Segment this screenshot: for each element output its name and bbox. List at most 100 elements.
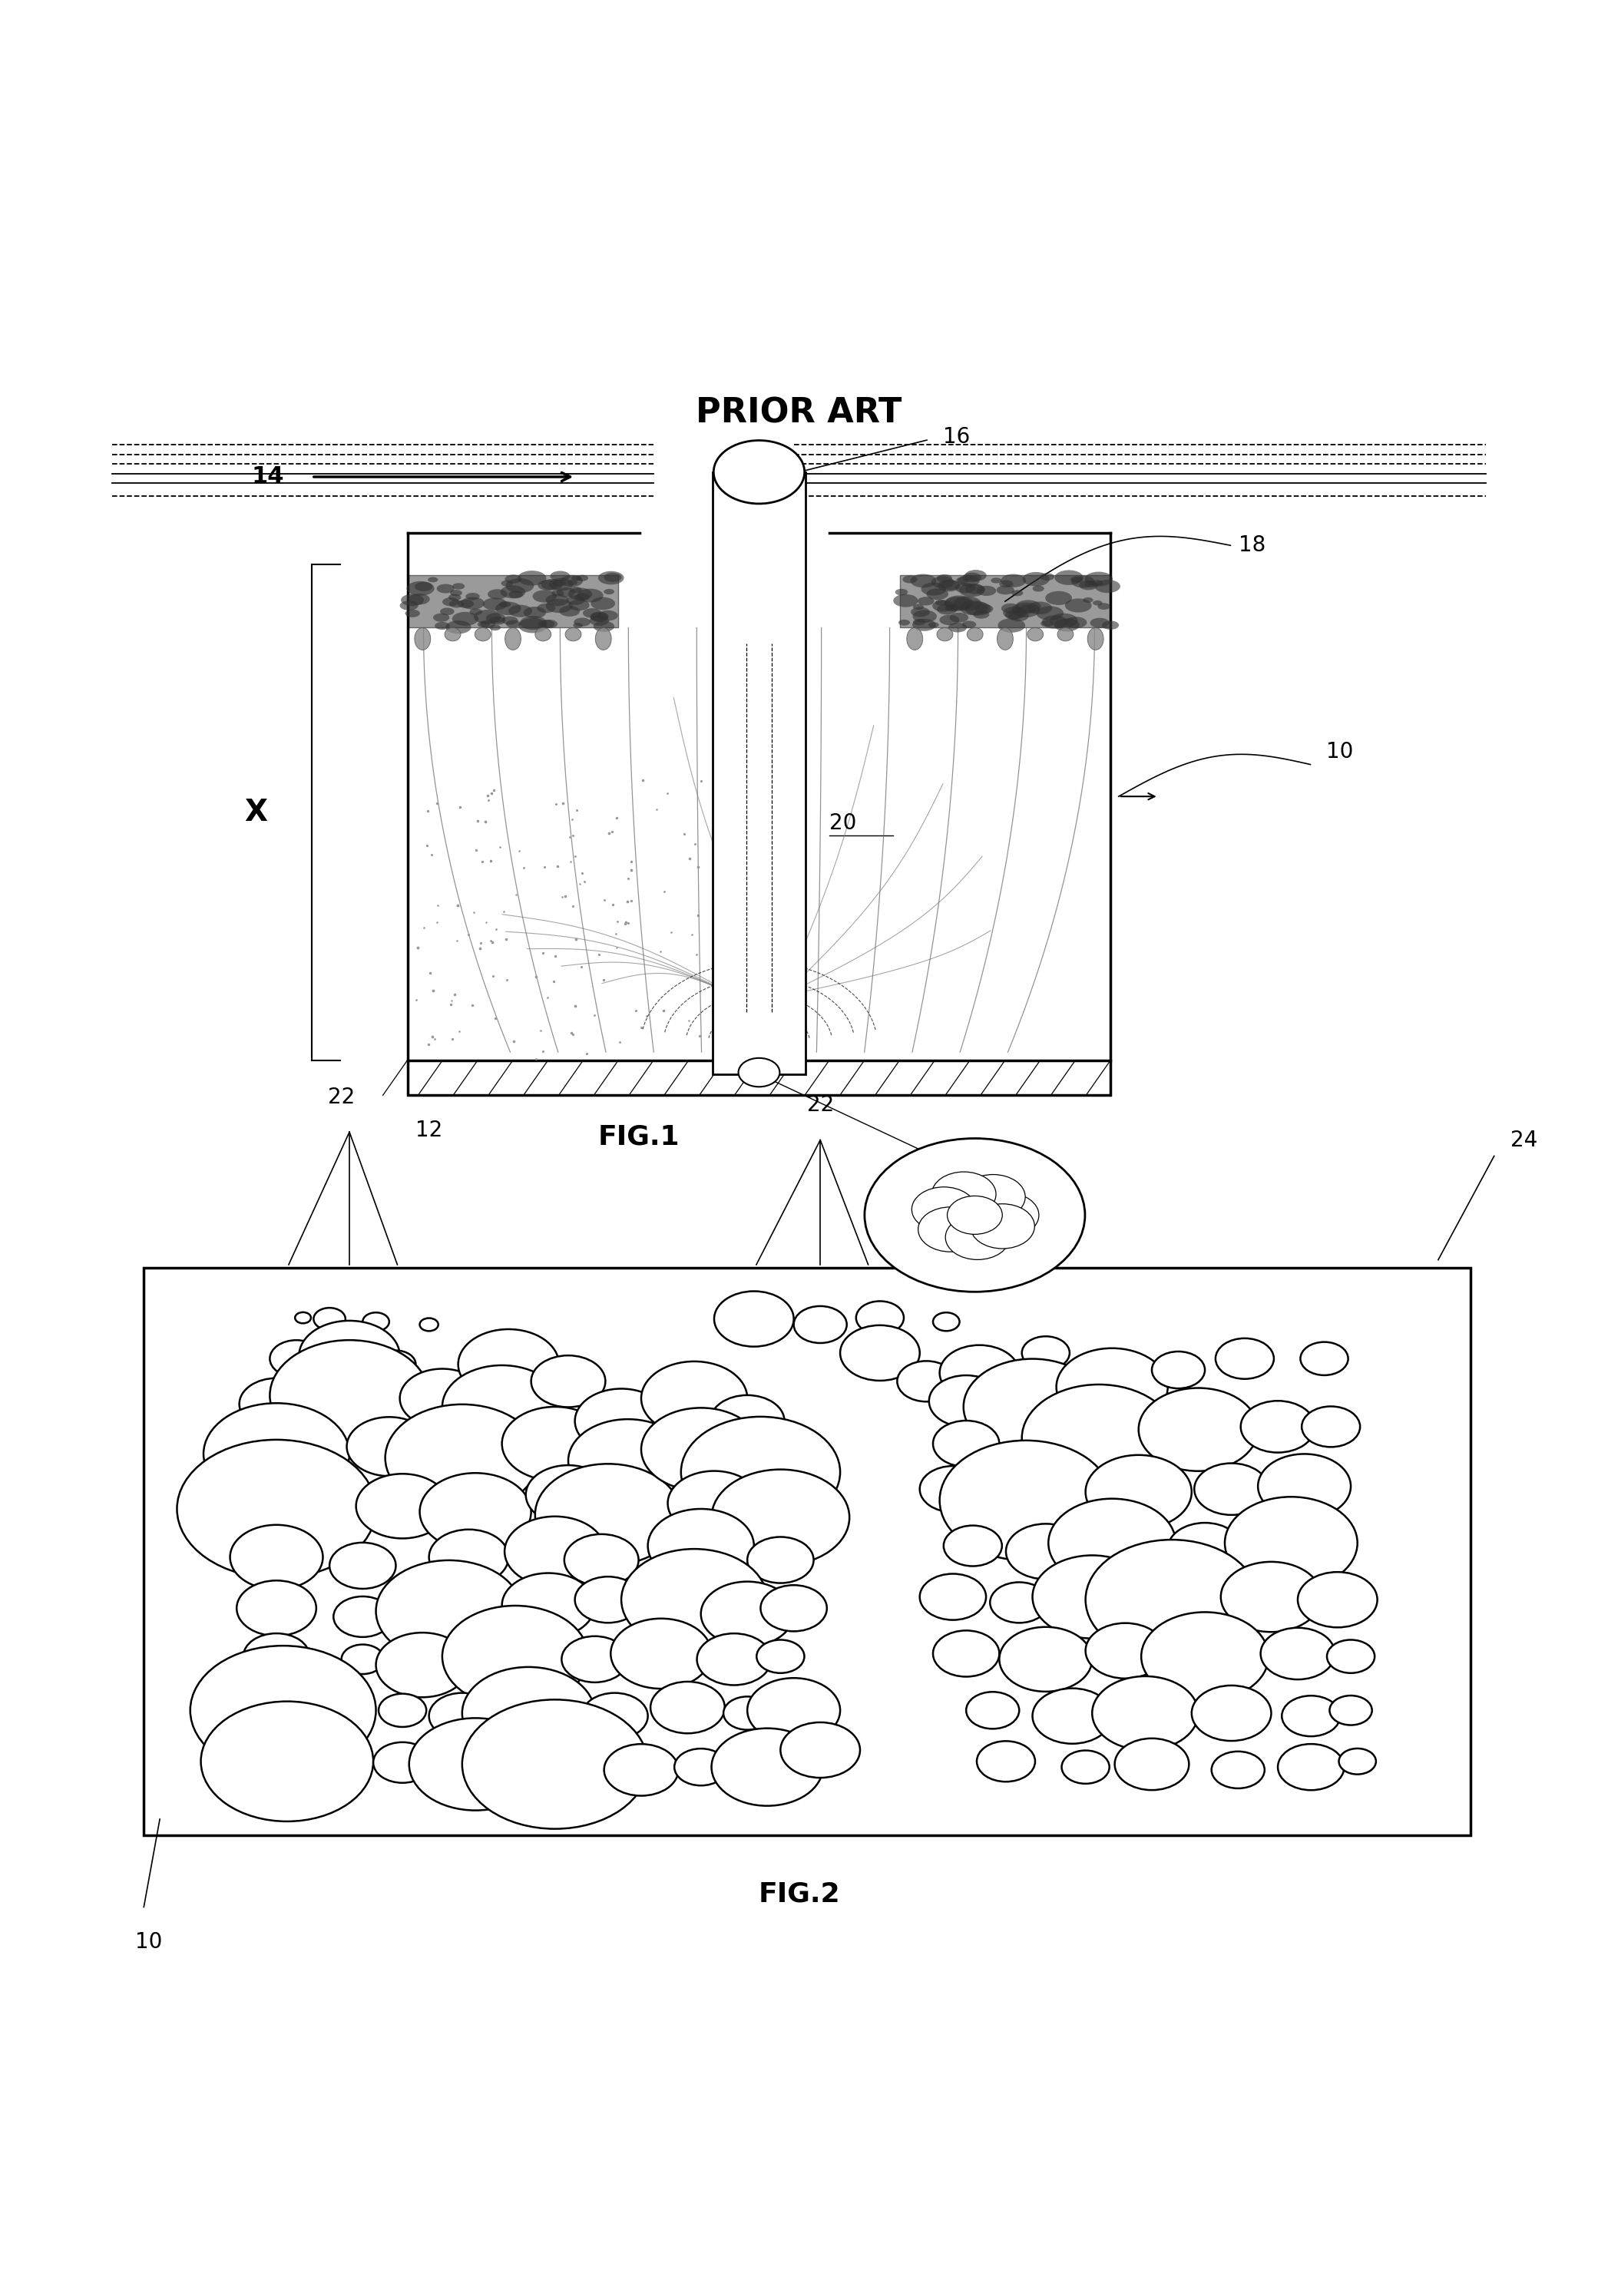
- Ellipse shape: [895, 588, 908, 595]
- Ellipse shape: [1079, 581, 1098, 590]
- Ellipse shape: [475, 627, 491, 641]
- Ellipse shape: [912, 618, 936, 631]
- Ellipse shape: [976, 585, 996, 597]
- Ellipse shape: [577, 574, 588, 581]
- Ellipse shape: [550, 579, 574, 590]
- Ellipse shape: [780, 1722, 860, 1777]
- Ellipse shape: [1326, 1639, 1374, 1674]
- Ellipse shape: [444, 627, 460, 641]
- Ellipse shape: [243, 1632, 310, 1678]
- Ellipse shape: [553, 581, 566, 585]
- Ellipse shape: [1071, 576, 1083, 583]
- Ellipse shape: [347, 1417, 431, 1476]
- Ellipse shape: [647, 1508, 754, 1582]
- Ellipse shape: [535, 1465, 681, 1566]
- Ellipse shape: [376, 1350, 415, 1378]
- Text: 10: 10: [136, 1931, 161, 1952]
- Ellipse shape: [1064, 599, 1091, 613]
- Ellipse shape: [420, 1318, 438, 1332]
- Ellipse shape: [518, 572, 547, 585]
- Ellipse shape: [956, 583, 975, 592]
- Ellipse shape: [967, 627, 983, 641]
- Ellipse shape: [697, 1632, 772, 1685]
- Ellipse shape: [1103, 620, 1119, 629]
- Ellipse shape: [452, 583, 465, 590]
- Ellipse shape: [1194, 1463, 1269, 1515]
- Ellipse shape: [537, 581, 558, 590]
- Ellipse shape: [593, 620, 615, 631]
- Ellipse shape: [948, 622, 967, 631]
- Ellipse shape: [1008, 1437, 1056, 1472]
- Ellipse shape: [443, 1366, 561, 1449]
- Ellipse shape: [967, 1692, 1020, 1729]
- Ellipse shape: [502, 581, 513, 585]
- Ellipse shape: [959, 583, 984, 597]
- Ellipse shape: [559, 606, 580, 618]
- Ellipse shape: [932, 576, 954, 588]
- Ellipse shape: [1098, 604, 1111, 611]
- Ellipse shape: [478, 622, 491, 627]
- Ellipse shape: [449, 599, 463, 608]
- Ellipse shape: [962, 620, 976, 629]
- Ellipse shape: [537, 604, 556, 613]
- Ellipse shape: [1008, 611, 1029, 622]
- Ellipse shape: [1298, 1573, 1377, 1628]
- Ellipse shape: [965, 602, 991, 615]
- Ellipse shape: [948, 1196, 1002, 1235]
- Ellipse shape: [379, 1694, 427, 1727]
- Ellipse shape: [940, 1345, 1020, 1401]
- Ellipse shape: [681, 1417, 841, 1527]
- Ellipse shape: [270, 1341, 323, 1378]
- Ellipse shape: [566, 595, 585, 604]
- Ellipse shape: [203, 1403, 350, 1504]
- Ellipse shape: [313, 1309, 345, 1329]
- Ellipse shape: [991, 579, 1002, 583]
- Ellipse shape: [1042, 615, 1067, 629]
- Ellipse shape: [956, 576, 968, 583]
- Ellipse shape: [1064, 618, 1087, 629]
- Ellipse shape: [1023, 572, 1050, 585]
- Ellipse shape: [505, 574, 523, 583]
- Ellipse shape: [569, 588, 582, 592]
- Ellipse shape: [575, 1389, 668, 1453]
- Ellipse shape: [928, 622, 940, 627]
- Ellipse shape: [556, 588, 575, 597]
- Ellipse shape: [920, 1573, 986, 1621]
- Ellipse shape: [569, 1419, 687, 1502]
- Ellipse shape: [710, 1396, 785, 1446]
- Ellipse shape: [711, 1469, 850, 1566]
- Ellipse shape: [299, 1320, 400, 1391]
- Ellipse shape: [1040, 620, 1053, 627]
- Ellipse shape: [714, 1290, 794, 1345]
- Ellipse shape: [489, 615, 505, 625]
- Ellipse shape: [591, 597, 615, 611]
- Ellipse shape: [1012, 608, 1023, 613]
- Ellipse shape: [1015, 599, 1040, 613]
- Ellipse shape: [590, 613, 609, 622]
- Ellipse shape: [1301, 1341, 1349, 1375]
- Ellipse shape: [964, 1359, 1101, 1456]
- Ellipse shape: [433, 613, 449, 622]
- Ellipse shape: [596, 627, 612, 650]
- Ellipse shape: [1071, 576, 1095, 588]
- Ellipse shape: [459, 1329, 559, 1398]
- Ellipse shape: [420, 1474, 531, 1550]
- Ellipse shape: [409, 595, 430, 604]
- Text: 14: 14: [252, 466, 284, 489]
- Ellipse shape: [748, 1536, 813, 1582]
- Ellipse shape: [400, 1368, 484, 1428]
- Ellipse shape: [526, 1465, 610, 1525]
- Ellipse shape: [738, 1058, 780, 1086]
- Ellipse shape: [473, 611, 500, 625]
- Ellipse shape: [912, 620, 925, 625]
- Ellipse shape: [714, 441, 804, 503]
- Ellipse shape: [489, 625, 500, 631]
- Ellipse shape: [936, 627, 952, 641]
- Ellipse shape: [1048, 1499, 1176, 1587]
- Ellipse shape: [865, 1139, 1085, 1293]
- Ellipse shape: [404, 608, 420, 618]
- Ellipse shape: [957, 574, 980, 585]
- Ellipse shape: [531, 1355, 606, 1407]
- Ellipse shape: [911, 574, 936, 588]
- Ellipse shape: [1007, 1525, 1085, 1580]
